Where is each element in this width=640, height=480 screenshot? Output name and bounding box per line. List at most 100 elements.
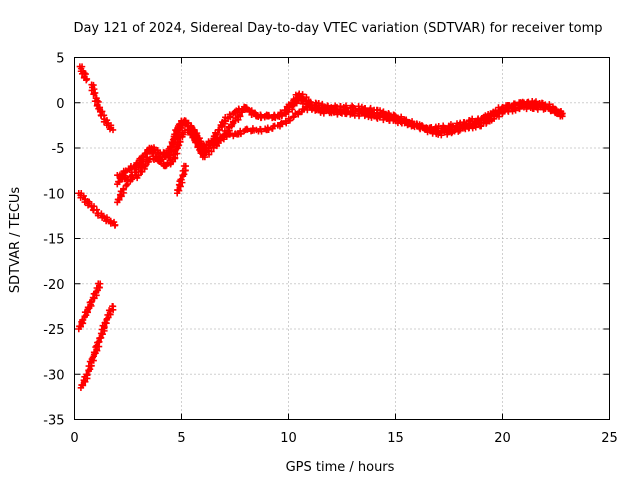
data-point <box>78 381 85 389</box>
data-point <box>142 162 149 169</box>
data-point <box>162 162 169 170</box>
data-point <box>228 121 236 128</box>
data-point <box>114 196 122 203</box>
data-point <box>477 122 485 130</box>
y-tick-label: 5 <box>56 52 64 67</box>
data-point <box>423 124 430 131</box>
x-tick-label: 10 <box>280 431 297 446</box>
series-early-arc-2 <box>88 81 117 134</box>
y-tick-label: 0 <box>56 97 64 112</box>
data-point <box>152 153 160 160</box>
data-point <box>109 126 117 134</box>
data-point <box>227 113 234 120</box>
data-point <box>115 178 122 186</box>
data-point <box>90 90 98 97</box>
y-tick-label: -5 <box>52 142 65 157</box>
data-point <box>428 125 435 133</box>
data-point <box>149 150 156 158</box>
data-point <box>289 114 297 121</box>
data-point <box>429 128 436 136</box>
data-point <box>472 124 479 131</box>
data-point <box>324 104 331 112</box>
data-point <box>89 294 97 301</box>
data-point <box>80 192 87 200</box>
data-marks <box>75 63 566 392</box>
x-axis-label: GPS time / hours <box>286 460 395 475</box>
data-point <box>216 136 224 143</box>
data-point <box>96 334 103 342</box>
data-point <box>279 120 286 128</box>
data-point <box>380 114 387 121</box>
plot-frame <box>74 57 610 420</box>
x-tick-label: 15 <box>387 431 404 446</box>
x-tick-label: 20 <box>494 431 511 446</box>
y-tick-label: -20 <box>43 278 64 293</box>
data-point <box>174 186 181 194</box>
data-point <box>208 148 215 155</box>
data-point <box>104 216 111 223</box>
data-point <box>343 109 350 116</box>
data-point <box>196 146 203 154</box>
data-point <box>83 76 90 84</box>
data-point <box>265 126 272 133</box>
data-point <box>546 105 554 113</box>
y-tick-labels: 5 0 -5 -10 -15 -20 -25 -30 -35 <box>43 52 64 429</box>
data-point <box>437 128 445 135</box>
y-tick-label: -15 <box>43 233 64 248</box>
data-point <box>293 100 300 107</box>
data-point <box>182 162 189 170</box>
data-point <box>237 129 245 137</box>
data-point <box>286 117 294 124</box>
data-point <box>380 108 387 115</box>
data-point <box>298 97 306 104</box>
series-early-arc-1 <box>76 63 91 84</box>
data-point <box>278 112 286 119</box>
data-point <box>215 126 222 134</box>
data-point <box>243 104 250 111</box>
data-point <box>109 303 117 310</box>
chart-title: Day 121 of 2024, Sidereal Day-to-day VTE… <box>73 21 602 36</box>
data-point <box>512 107 519 114</box>
y-axis-label: SDTVAR / TECUs <box>8 187 23 294</box>
data-point <box>157 157 165 164</box>
x-tick-label: 5 <box>177 431 185 446</box>
data-point <box>238 108 245 116</box>
data-point <box>93 206 101 213</box>
data-point <box>361 110 369 118</box>
series-main-trace-3 <box>114 95 566 184</box>
series-low-arc-1 <box>75 280 104 333</box>
y-tick-label: -30 <box>43 368 64 383</box>
data-point <box>244 126 251 133</box>
data-point <box>150 149 157 156</box>
data-point <box>559 110 566 117</box>
series-low-arc-2 <box>77 302 117 392</box>
y-tick-label: -10 <box>43 187 64 202</box>
x-tick-labels: 0 5 10 15 20 25 <box>70 431 617 446</box>
data-point <box>195 139 203 147</box>
data-point <box>265 111 272 119</box>
data-point <box>135 172 142 179</box>
data-point <box>205 139 212 146</box>
data-point <box>258 128 265 135</box>
x-tick-label: 25 <box>601 431 618 446</box>
data-point <box>76 323 83 330</box>
data-point <box>173 128 180 135</box>
data-point <box>145 158 153 166</box>
series-early-arc-3 <box>75 190 119 229</box>
data-point <box>162 153 169 161</box>
data-point <box>87 298 95 306</box>
data-point <box>222 131 229 138</box>
x-tick-label: 0 <box>70 431 78 446</box>
data-point <box>99 108 106 115</box>
data-point <box>96 280 104 287</box>
data-point <box>516 105 523 113</box>
data-point <box>184 122 191 129</box>
data-point <box>404 120 412 127</box>
data-point <box>499 109 506 116</box>
y-tick-label: -35 <box>43 414 64 429</box>
data-point <box>111 221 119 229</box>
axis-ticks <box>74 57 610 420</box>
data-point <box>177 176 184 183</box>
series-mid-arc <box>174 162 189 197</box>
